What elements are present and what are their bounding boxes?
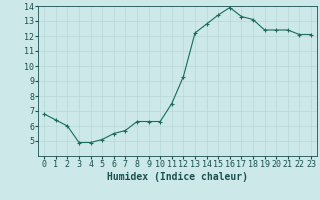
X-axis label: Humidex (Indice chaleur): Humidex (Indice chaleur): [107, 172, 248, 182]
